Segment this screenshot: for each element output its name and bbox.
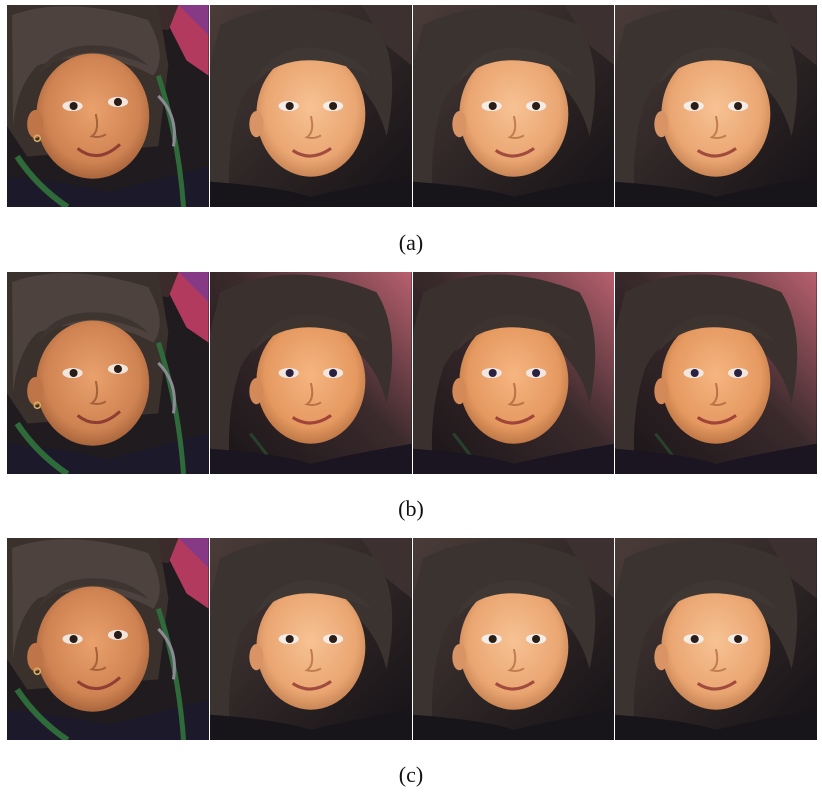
child-portrait-icon <box>7 5 209 207</box>
child-portrait-icon <box>615 5 817 207</box>
row-caption-b: (b) <box>398 496 424 521</box>
figure-row-a <box>7 5 817 207</box>
child-portrait-icon <box>615 272 817 474</box>
child-portrait-icon <box>413 538 615 740</box>
child-portrait-restored-image <box>615 272 817 474</box>
child-portrait-restored-image <box>209 5 412 207</box>
child-portrait-icon <box>210 538 412 740</box>
child-portrait-icon <box>7 538 209 740</box>
figure-row-b <box>7 272 817 474</box>
child-portrait-icon <box>210 272 412 474</box>
figure-row-c <box>7 538 817 740</box>
child-portrait-restored-image <box>412 272 615 474</box>
child-portrait-restored-image <box>412 5 615 207</box>
child-portrait-restored-image <box>615 5 817 207</box>
child-portrait-icon <box>413 272 615 474</box>
child-portrait-restored-image <box>209 538 412 740</box>
child-portrait-original-image <box>7 538 209 740</box>
child-portrait-original-image <box>7 272 209 474</box>
row-caption-c: (c) <box>398 762 424 787</box>
child-portrait-original-image <box>7 5 209 207</box>
child-portrait-restored-image <box>209 272 412 474</box>
child-portrait-icon <box>7 272 209 474</box>
child-portrait-icon <box>615 538 817 740</box>
child-portrait-restored-image <box>412 538 615 740</box>
child-portrait-icon <box>210 5 412 207</box>
row-caption-a: (a) <box>398 230 424 255</box>
child-portrait-icon <box>413 5 615 207</box>
child-portrait-restored-image <box>615 538 817 740</box>
